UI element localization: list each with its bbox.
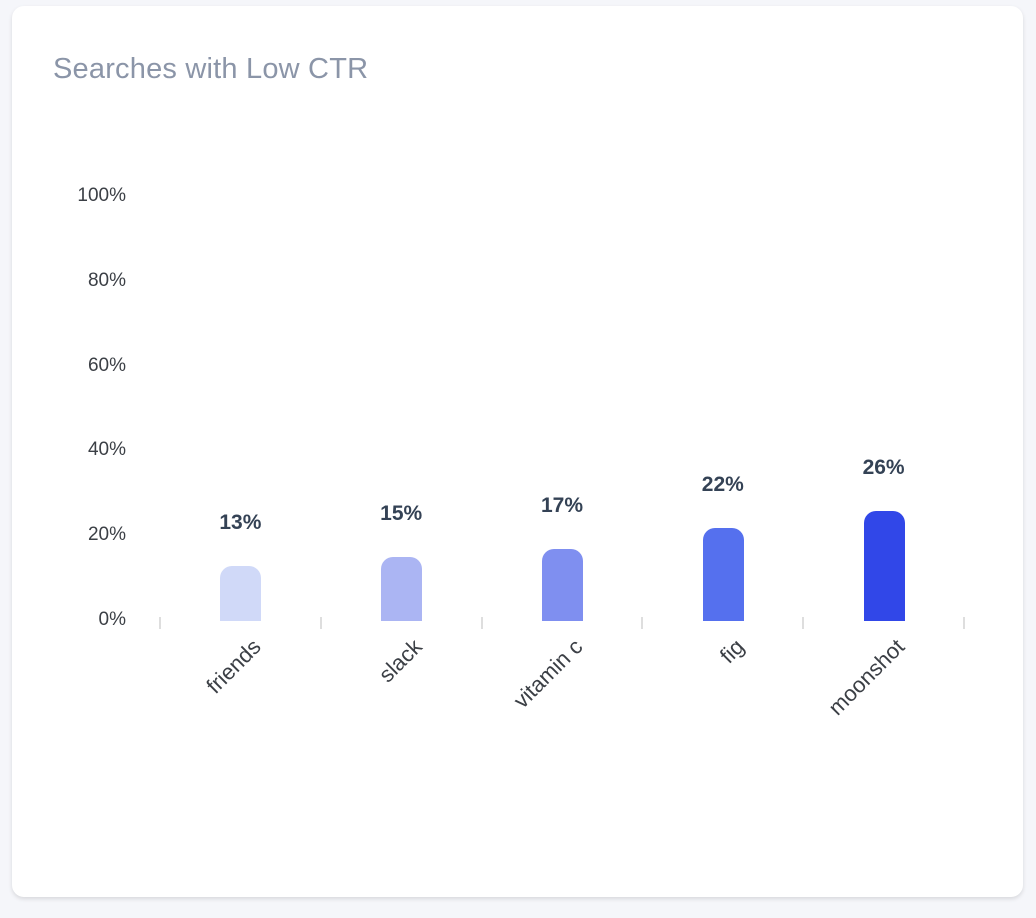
bar-friends[interactable] <box>220 565 262 621</box>
chart-title: Searches with Low CTR <box>53 53 369 85</box>
bar-vitamin-c[interactable] <box>542 548 583 621</box>
chart-card: Searches with Low CTR <box>12 6 1023 897</box>
bar-moonshot[interactable] <box>863 510 905 621</box>
bar-slack[interactable] <box>381 557 423 621</box>
x-tick-label: fig <box>714 634 749 669</box>
bar-value-label: 13% <box>219 510 262 534</box>
x-tick-mark <box>159 617 161 629</box>
bar-value-label: 22% <box>701 472 744 496</box>
bar-value-label: 15% <box>380 502 423 526</box>
y-tick-label: 100% <box>77 185 126 206</box>
y-tick-label: 40% <box>87 439 126 461</box>
bar-value-label: 17% <box>540 493 584 517</box>
bar-value-label: 26% <box>862 455 905 479</box>
x-tick-label: friends <box>201 634 267 699</box>
y-tick-label: 80% <box>87 269 126 291</box>
x-tick-mark <box>963 617 965 629</box>
x-tick-mark <box>802 617 805 629</box>
x-tick-mark <box>480 617 483 629</box>
x-tick-mark <box>641 617 644 629</box>
x-tick-label: moonshot <box>822 634 909 721</box>
y-tick-label: 60% <box>87 354 126 376</box>
bar-fig[interactable] <box>702 527 744 621</box>
x-tick-label: slack <box>373 634 427 688</box>
x-tick-label: vitamin c <box>508 634 588 714</box>
y-tick-label: 20% <box>87 524 126 546</box>
y-tick-label: 0% <box>98 609 126 630</box>
x-tick-mark <box>319 617 322 629</box>
